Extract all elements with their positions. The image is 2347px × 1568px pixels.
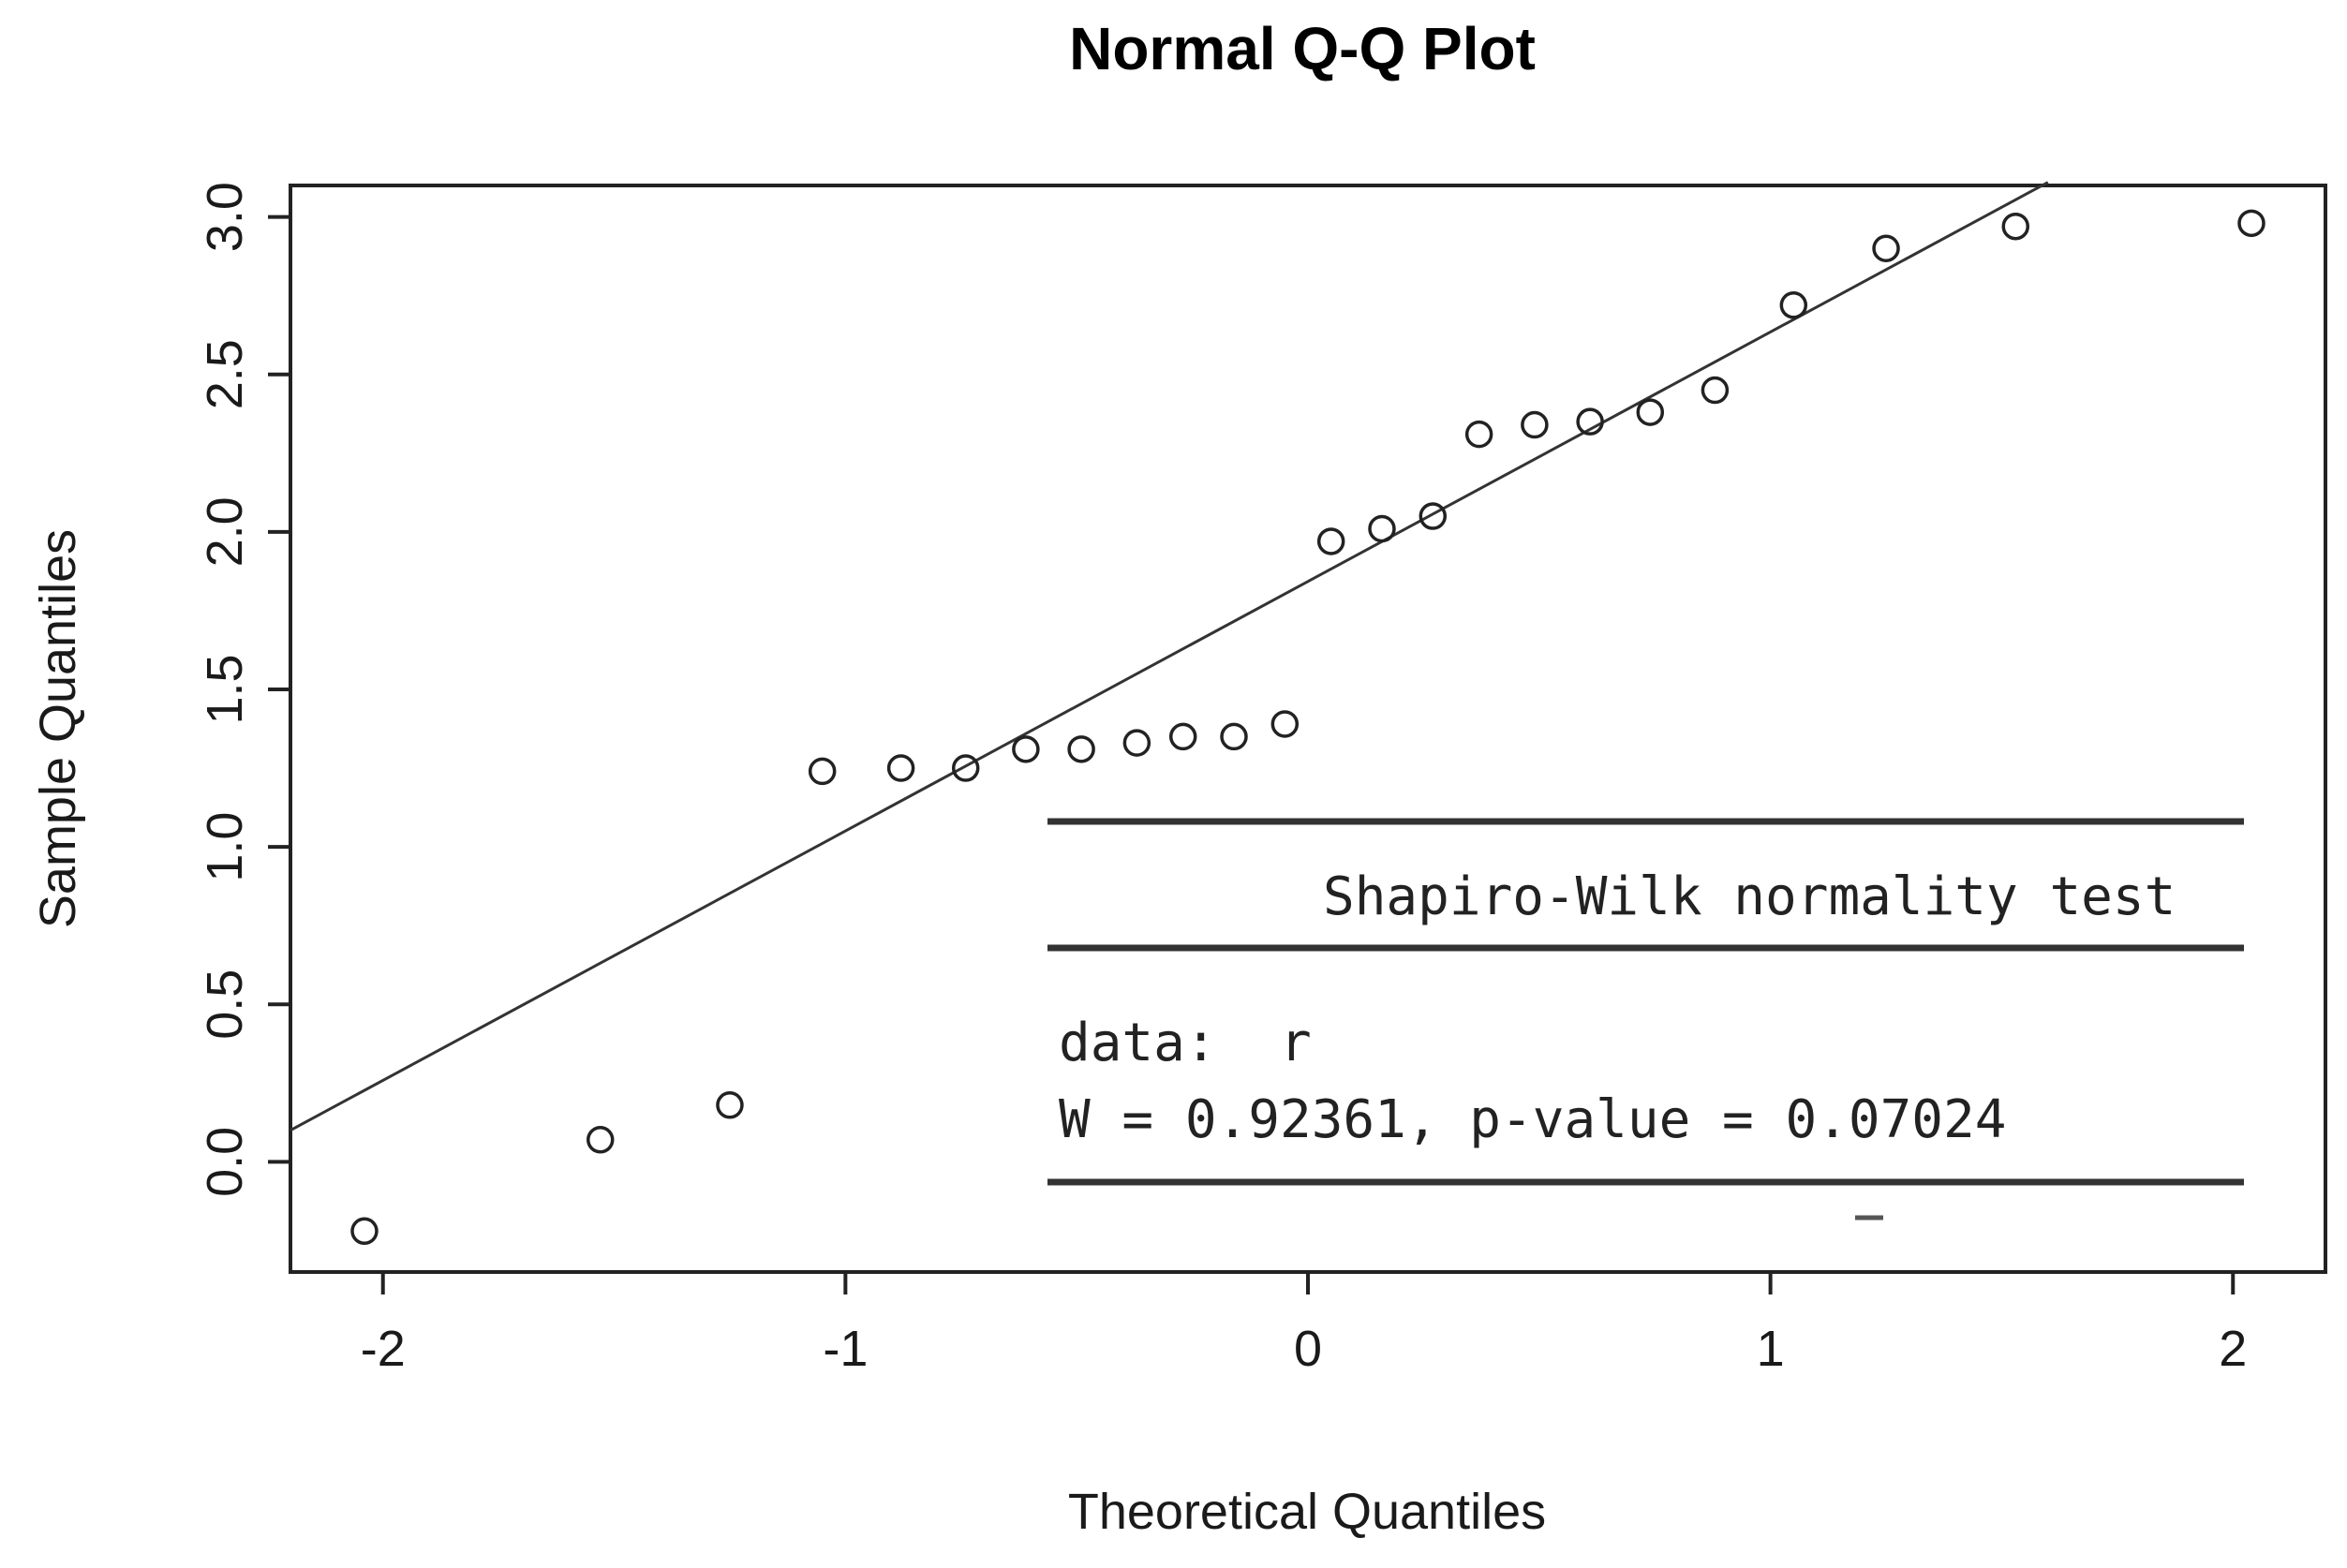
test-result-box: Shapiro-Wilk normality test data: r W = … (1047, 818, 2244, 1220)
data-point (1220, 722, 1248, 751)
data-point (1636, 398, 1665, 426)
chart-title: Normal Q-Q Plot (1069, 15, 1536, 82)
data-point (1012, 735, 1040, 763)
y-tick-label: 1.5 (197, 654, 253, 724)
y-tick-label: 2.0 (197, 496, 253, 567)
y-axis: 0.0 0.5 1.0 1.5 2.0 2.5 3.0 (197, 182, 290, 1197)
y-tick-label: 1.0 (197, 812, 253, 882)
x-tick-label: 0 (1294, 1321, 1322, 1377)
y-tick-label: 0.5 (197, 969, 253, 1040)
data-point (2237, 209, 2265, 238)
reference-line (290, 181, 2049, 1132)
data-point (1464, 420, 1493, 449)
x-axis: -2 -1 0 1 2 (361, 1272, 2247, 1377)
x-tick-label: 1 (1757, 1321, 1785, 1377)
x-tick-label: -1 (823, 1321, 868, 1377)
data-point (951, 754, 980, 782)
y-tick-label: 0.0 (197, 1127, 253, 1197)
x-axis-label: Theoretical Quantiles (1068, 1484, 1546, 1540)
data-point (1168, 722, 1197, 751)
inset-data-line: data: r (1059, 1013, 1312, 1073)
inset-result-line: W = 0.92361, p-value = 0.07024 (1059, 1089, 2006, 1150)
data-point (1779, 291, 1808, 319)
data-point (1521, 410, 1549, 439)
data-point (586, 1126, 615, 1154)
data-point (1872, 234, 1900, 262)
data-point (1067, 735, 1095, 763)
data-point (1701, 376, 1730, 405)
data-point (808, 757, 837, 786)
data-point (1122, 729, 1151, 757)
y-axis-label: Sample Quantiles (30, 529, 86, 928)
data-point (716, 1091, 744, 1119)
data-point (1419, 502, 1448, 530)
inset-title: Shapiro-Wilk normality test (1323, 866, 2176, 927)
data-point (1576, 407, 1604, 436)
data-point (886, 754, 915, 782)
data-point (1316, 527, 1345, 555)
data-point (1270, 710, 1300, 738)
data-point (350, 1217, 379, 1246)
x-tick-label: 2 (2219, 1321, 2247, 1377)
x-tick-label: -2 (361, 1321, 406, 1377)
data-points (350, 209, 2265, 1246)
y-tick-label: 3.0 (197, 182, 253, 252)
data-point (2001, 212, 2030, 241)
y-tick-label: 2.5 (197, 339, 253, 409)
data-point (1368, 514, 1396, 543)
